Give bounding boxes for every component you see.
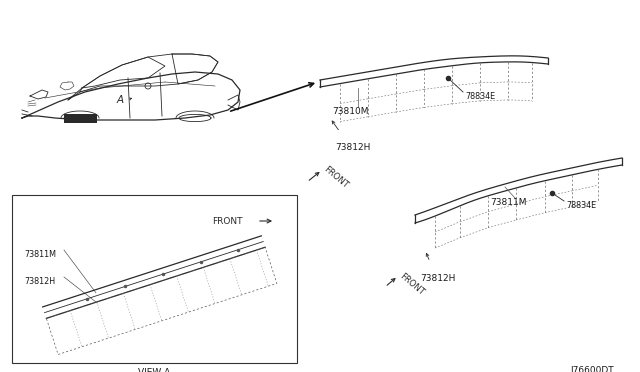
Text: 78834E: 78834E xyxy=(566,201,596,210)
Text: FRONT: FRONT xyxy=(212,217,243,226)
Text: A: A xyxy=(116,95,124,105)
Text: 73812H: 73812H xyxy=(335,143,371,152)
Text: 73812H: 73812H xyxy=(24,277,55,286)
Text: 73812H: 73812H xyxy=(420,274,456,283)
Bar xyxy=(12,195,297,363)
Text: FRONT: FRONT xyxy=(322,165,350,190)
Text: 73810M: 73810M xyxy=(332,107,369,116)
Text: FRONT: FRONT xyxy=(398,272,426,297)
Text: 73811M: 73811M xyxy=(490,198,527,207)
Text: 78834E: 78834E xyxy=(465,92,495,101)
Text: VIEW A: VIEW A xyxy=(138,368,171,372)
Text: J76600DT: J76600DT xyxy=(570,366,614,372)
Text: 73811M: 73811M xyxy=(24,250,56,259)
